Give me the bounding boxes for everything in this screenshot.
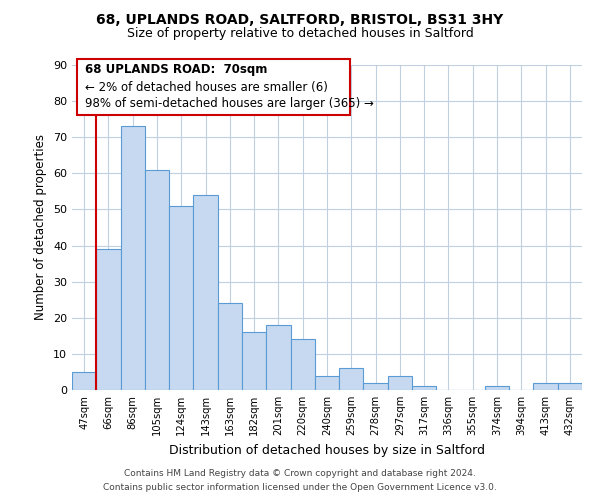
Bar bbox=[533, 383, 558, 390]
Bar bbox=[193, 195, 218, 390]
Bar bbox=[266, 325, 290, 390]
Bar bbox=[388, 376, 412, 390]
Bar bbox=[339, 368, 364, 390]
Bar bbox=[290, 340, 315, 390]
Bar bbox=[145, 170, 169, 390]
Bar bbox=[169, 206, 193, 390]
Bar bbox=[72, 372, 96, 390]
Bar bbox=[96, 249, 121, 390]
X-axis label: Distribution of detached houses by size in Saltford: Distribution of detached houses by size … bbox=[169, 444, 485, 456]
Text: Contains HM Land Registry data © Crown copyright and database right 2024.: Contains HM Land Registry data © Crown c… bbox=[124, 468, 476, 477]
Text: Size of property relative to detached houses in Saltford: Size of property relative to detached ho… bbox=[127, 28, 473, 40]
Text: ← 2% of detached houses are smaller (6): ← 2% of detached houses are smaller (6) bbox=[85, 80, 328, 94]
Bar bbox=[121, 126, 145, 390]
Bar bbox=[218, 304, 242, 390]
Text: 68, UPLANDS ROAD, SALTFORD, BRISTOL, BS31 3HY: 68, UPLANDS ROAD, SALTFORD, BRISTOL, BS3… bbox=[97, 12, 503, 26]
Text: 98% of semi-detached houses are larger (365) →: 98% of semi-detached houses are larger (… bbox=[85, 97, 374, 110]
Bar bbox=[364, 383, 388, 390]
Text: 68 UPLANDS ROAD:  70sqm: 68 UPLANDS ROAD: 70sqm bbox=[85, 64, 267, 76]
Y-axis label: Number of detached properties: Number of detached properties bbox=[34, 134, 47, 320]
Bar bbox=[485, 386, 509, 390]
FancyBboxPatch shape bbox=[77, 58, 350, 116]
Bar bbox=[412, 386, 436, 390]
Bar bbox=[315, 376, 339, 390]
Text: Contains public sector information licensed under the Open Government Licence v3: Contains public sector information licen… bbox=[103, 484, 497, 492]
Bar bbox=[558, 383, 582, 390]
Bar bbox=[242, 332, 266, 390]
